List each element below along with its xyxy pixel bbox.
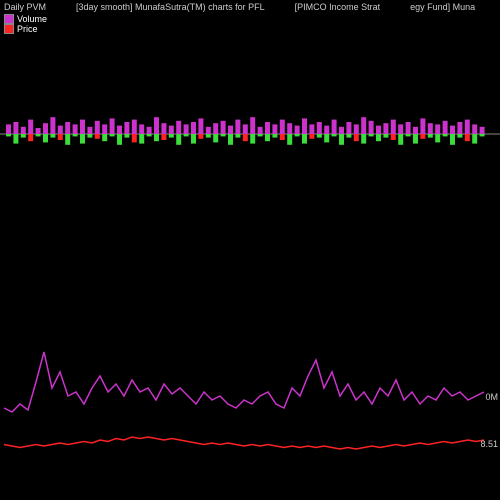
swatch-volume	[4, 14, 14, 24]
lower-line-chart: 0M 8.51	[0, 314, 500, 474]
upper-diverging-bar-chart	[0, 34, 500, 174]
axis-label-volume: 0M	[485, 392, 498, 402]
legend-price: Price	[4, 24, 500, 34]
header-mid1: [3day smooth] MunafaSutra(TM) charts for…	[76, 2, 265, 12]
legend-price-label: Price	[17, 24, 38, 34]
axis-label-price: 8.51	[480, 439, 498, 449]
chart-header: Daily PVM [3day smooth] MunafaSutra(TM) …	[0, 0, 500, 14]
header-left: Daily PVM	[4, 2, 46, 12]
lower-chart-svg	[0, 314, 500, 474]
legend: Volume Price	[0, 14, 500, 34]
swatch-price	[4, 24, 14, 34]
header-right: egy Fund] Muna	[410, 2, 475, 12]
header-mid2: [PIMCO Income Strat	[295, 2, 381, 12]
legend-volume: Volume	[4, 14, 500, 24]
legend-volume-label: Volume	[17, 14, 47, 24]
spacer	[0, 174, 500, 314]
upper-chart-svg	[0, 34, 500, 174]
